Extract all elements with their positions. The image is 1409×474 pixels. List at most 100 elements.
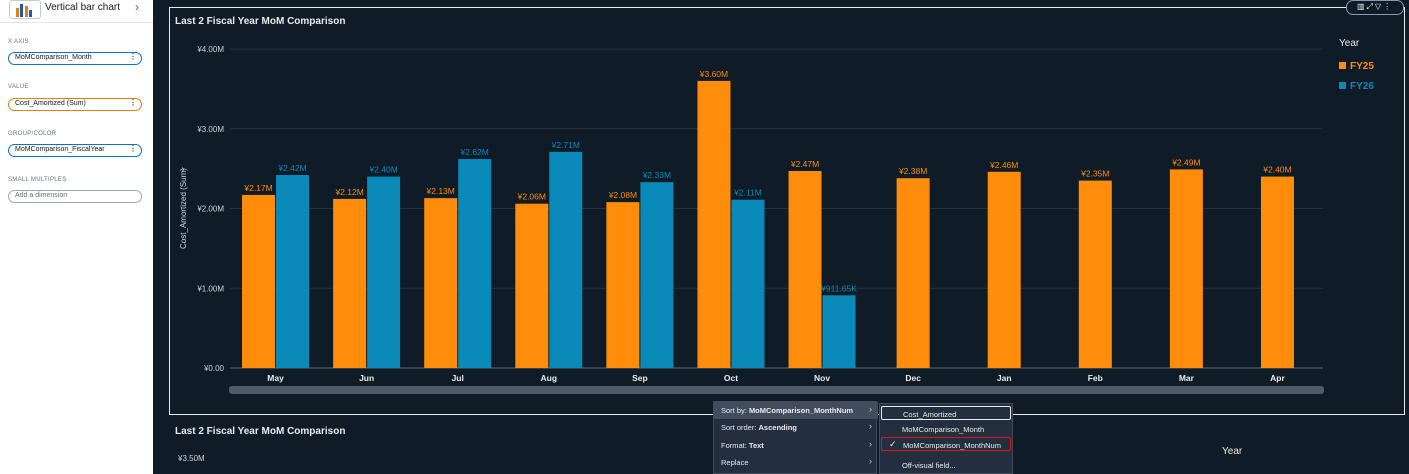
x-tick-label: Oct xyxy=(724,373,738,383)
sort-option-cost-amortized[interactable]: Cost_Amortized xyxy=(881,406,1011,420)
y-tick-label: ¥2.00M xyxy=(196,205,224,214)
x-tick-label: Nov xyxy=(814,373,830,383)
data-label: ¥2.40M xyxy=(1262,165,1291,175)
sort-option-off-visual-field[interactable]: Off-visual field... xyxy=(881,458,1011,472)
format-prefix: Format: xyxy=(721,441,749,450)
legend-entry-fy25: FY25 xyxy=(1350,61,1374,72)
bar-fy26-nov xyxy=(822,295,856,368)
visual-type-label: Vertical bar chart xyxy=(45,2,121,13)
bar-fy25-jun xyxy=(333,198,367,368)
field-menu-icon[interactable]: ⋮ xyxy=(129,144,137,153)
bar-fy26-aug xyxy=(549,151,583,368)
x-tick-label: Apr xyxy=(1270,373,1285,383)
sort-context-menu: Sort by: MoMComparison_MonthNum › Sort o… xyxy=(713,401,878,474)
chevron-right-icon: › xyxy=(869,404,872,414)
chevron-right-icon: › xyxy=(869,456,872,466)
checkmark-icon: ✓ xyxy=(889,439,897,449)
bar-fy25-may xyxy=(242,194,276,368)
bar-fy25-apr xyxy=(1260,176,1294,368)
chevron-right-icon: › xyxy=(869,421,872,431)
legend-title: Year xyxy=(1339,38,1360,49)
bar-fy26-jun xyxy=(367,176,401,368)
expand-icon[interactable]: ⤢ xyxy=(1366,2,1375,11)
x-axis-field-well[interactable]: MoMComparison_Month ⋮ xyxy=(8,52,142,65)
x-tick-label: Jan xyxy=(997,373,1012,383)
x-tick-label: May xyxy=(267,373,284,383)
sort-by-value: MoMComparison_MonthNum xyxy=(748,406,854,415)
sort-by-menu-item[interactable]: Sort by: MoMComparison_MonthNum › xyxy=(714,402,878,419)
bar-fy25-aug xyxy=(515,203,549,368)
field-menu-icon[interactable]: ⋮ xyxy=(129,52,137,61)
bar-fy25-jul xyxy=(424,198,458,368)
second-chart-y-tick: ¥3.50M xyxy=(178,454,205,463)
bar-fy26-jul xyxy=(458,159,492,368)
data-label: ¥2.46M xyxy=(989,160,1018,170)
bar-fy25-nov xyxy=(788,171,822,368)
data-label: ¥2.13M xyxy=(426,186,455,196)
sort-option-label: MoMComparison_MonthNum xyxy=(903,441,1001,450)
chart-scrollbar xyxy=(229,386,1324,394)
small-multiples-field-well[interactable]: Add a dimension xyxy=(8,190,142,203)
data-label: ¥2.17M xyxy=(243,183,272,193)
second-chart-legend-title: Year xyxy=(1222,446,1243,457)
x-tick-label: Dec xyxy=(905,373,921,383)
bar-fy25-mar xyxy=(1169,169,1203,368)
data-label: ¥2.40M xyxy=(368,165,397,175)
bar-fy26-sep xyxy=(640,182,674,368)
sort-option-month-num[interactable]: ✓ MoMComparison_MonthNum xyxy=(881,437,1011,451)
chevron-right-icon: › xyxy=(869,439,872,449)
bar-chart-icon xyxy=(9,0,41,19)
sort-option-label: Cost_Amortized xyxy=(903,410,957,419)
sort-option-month[interactable]: MoMComparison_Month xyxy=(881,422,1011,436)
bar-fy25-jan xyxy=(987,171,1021,368)
x-tick-label: Jun xyxy=(359,373,374,383)
data-label: ¥3.60M xyxy=(699,69,728,79)
field-menu-icon[interactable]: ⋮ xyxy=(129,98,137,107)
x-tick-label: Aug xyxy=(541,373,558,383)
sort-option-label: MoMComparison_Month xyxy=(902,425,985,434)
value-label: VALUE xyxy=(8,84,29,90)
data-label: ¥2.38M xyxy=(898,166,927,176)
bar-chart-icon[interactable]: ▥ xyxy=(1356,2,1367,11)
value-field-well[interactable]: Cost_Amortized (Sum) ⋮ xyxy=(8,98,142,111)
bar-fy26-may xyxy=(276,175,310,368)
y-tick-label: ¥3.00M xyxy=(196,125,224,134)
filter-icon[interactable]: ▽ xyxy=(1374,2,1384,11)
data-label: ¥2.42M xyxy=(277,163,306,173)
bar-fy26-oct xyxy=(731,199,765,368)
visual-type-selector[interactable]: Vertical bar chart › xyxy=(0,0,153,23)
sort-by-submenu: Cost_Amortized MoMComparison_Month ✓ MoM… xyxy=(879,403,1013,474)
value-field: Cost_Amortized (Sum) xyxy=(15,100,86,107)
bar-fy25-oct xyxy=(697,80,731,369)
data-label: ¥2.71M xyxy=(551,140,580,150)
bar-fy25-dec xyxy=(896,178,930,368)
bar-fy25-sep xyxy=(606,202,640,368)
sort-by-prefix: Sort by: xyxy=(721,406,749,415)
sort-option-label: Off-visual field... xyxy=(902,461,956,470)
format-menu-item[interactable]: Format: Text › xyxy=(714,437,878,454)
small-multiples-label: SMALL MULTIPLES xyxy=(8,177,67,183)
axis-collapse-chevron-icon: › xyxy=(181,164,184,175)
data-label: ¥2.11M xyxy=(733,188,762,198)
y-tick-label: ¥1.00M xyxy=(196,284,224,293)
x-tick-label: Mar xyxy=(1179,373,1195,383)
y-tick-label: ¥0.00 xyxy=(203,364,225,373)
legend-swatch-fy26 xyxy=(1339,82,1346,89)
y-tick-label: ¥4.00M xyxy=(196,45,224,54)
more-options-icon[interactable]: ⋮ xyxy=(1383,2,1394,11)
group-color-label: GROUP/COLOR xyxy=(8,131,57,137)
group-color-field-well[interactable]: MoMComparison_FiscalYear ⋮ xyxy=(8,144,142,157)
bar-fy25-feb xyxy=(1078,180,1112,368)
y-axis-title: Cost_Amortized (Sum) xyxy=(179,168,188,249)
legend-swatch-fy25 xyxy=(1339,62,1346,69)
sort-order-menu-item[interactable]: Sort order: Ascending › xyxy=(714,419,878,436)
replace-menu-item[interactable]: Replace › xyxy=(714,454,878,471)
format-value: Text xyxy=(748,441,764,450)
replace-label: Replace xyxy=(721,458,749,467)
x-axis-field: MoMComparison_Month xyxy=(15,54,92,61)
visual-toolbar[interactable]: ▥⤢▽⋮ xyxy=(1346,0,1404,15)
group-color-field: MoMComparison_FiscalYear xyxy=(15,146,105,153)
x-tick-label: Jul xyxy=(452,373,464,383)
data-label: ¥2.49M xyxy=(1171,157,1200,167)
